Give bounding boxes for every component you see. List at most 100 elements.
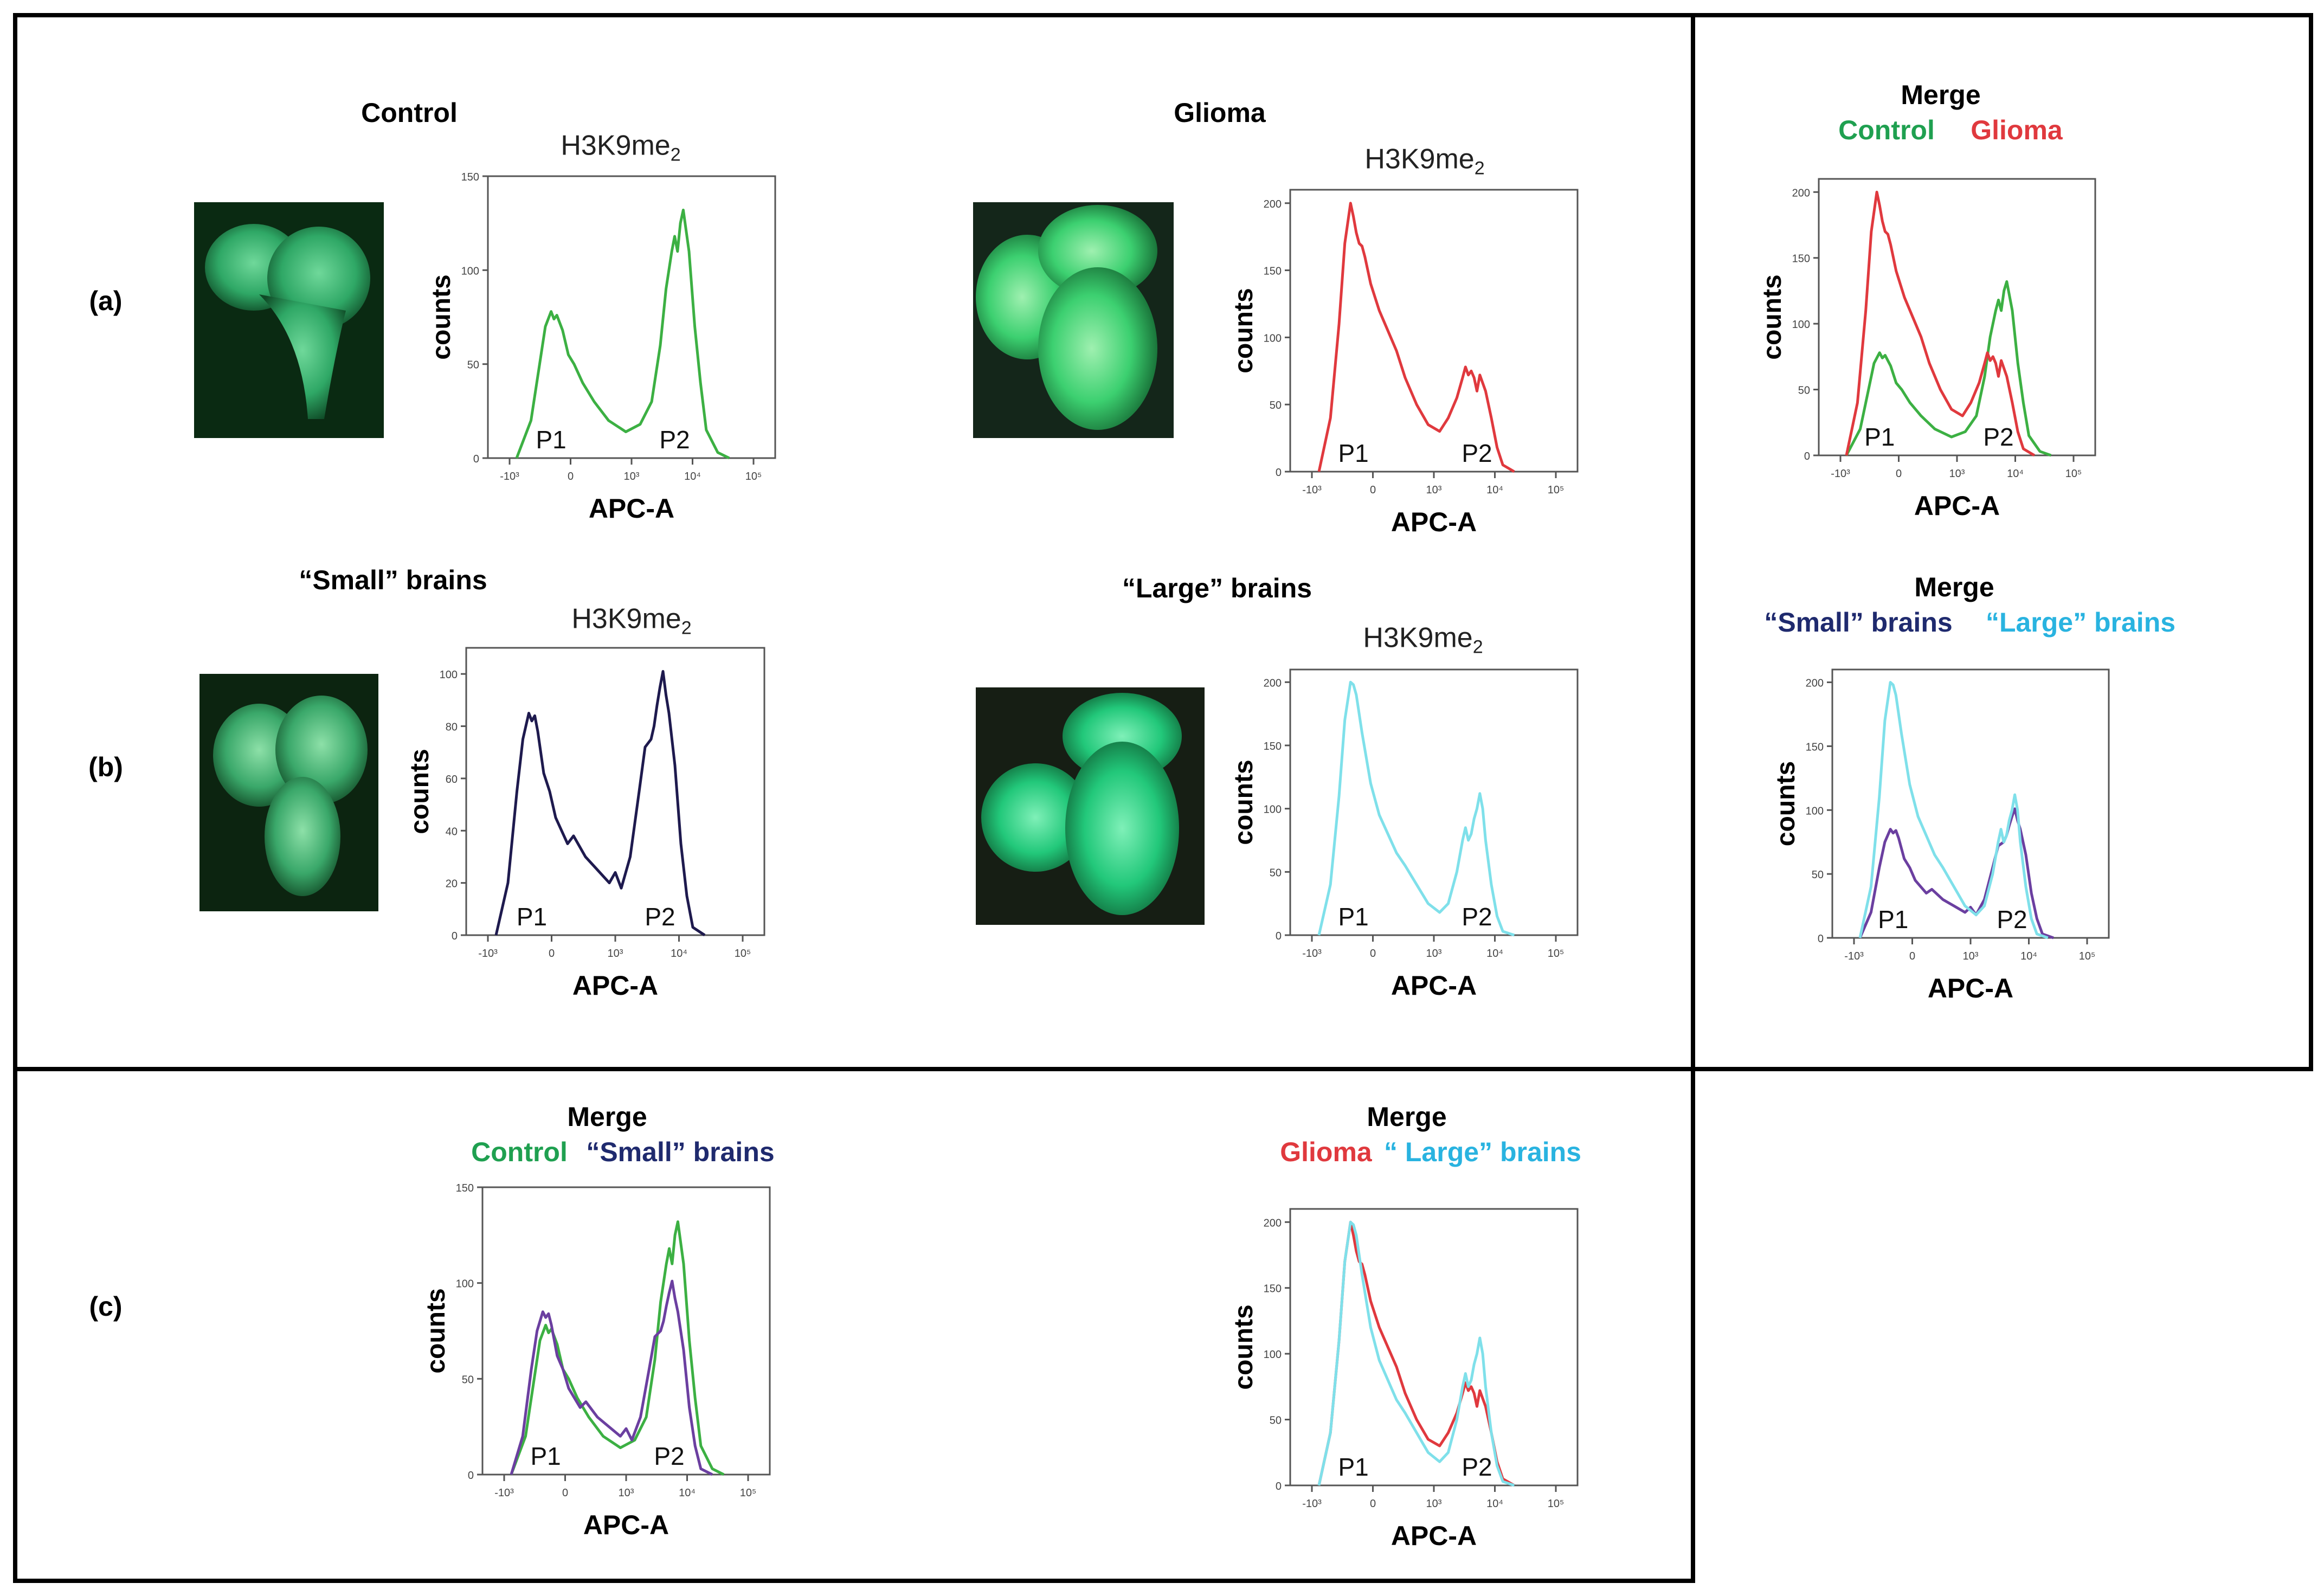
x-tick-label: -10³ — [494, 1487, 514, 1499]
x-tick-label: 10⁴ — [1486, 484, 1503, 496]
label-large-brains: “Large” brains — [1122, 573, 1312, 603]
x-tick-label: 0 — [1370, 1498, 1376, 1510]
merge-title-c1: Merge — [567, 1102, 647, 1132]
y-tick-label: 100 — [1264, 804, 1282, 816]
x-axis-label: APC-A — [1391, 1521, 1477, 1551]
legend-b-large: “Large” brains — [1985, 607, 2176, 638]
panel-title-sub: 2 — [1474, 158, 1485, 179]
x-tick-label: 10⁵ — [1548, 484, 1565, 496]
y-tick-label: 100 — [1806, 805, 1824, 817]
y-tick-label: 0 — [1818, 933, 1824, 945]
y-tick-label: 50 — [467, 359, 479, 371]
y-tick-label: 150 — [1792, 253, 1810, 265]
y-tick-label: 200 — [1792, 187, 1810, 199]
series-line-large — [1317, 680, 1515, 937]
x-tick-label: 10⁴ — [2007, 468, 2024, 480]
series-line-glioma — [1845, 190, 2036, 457]
y-axis-label: counts — [422, 1288, 450, 1373]
x-tick-label: 0 — [562, 1487, 568, 1499]
legend-a-glioma: Glioma — [1971, 115, 2063, 145]
x-tick-label: 10⁵ — [1548, 948, 1565, 960]
panel-title-text: H3K9me — [571, 603, 681, 635]
y-tick-label: 50 — [462, 1374, 474, 1386]
peak-label: P2 — [1462, 1453, 1492, 1481]
y-tick-label: 0 — [1276, 930, 1282, 942]
x-tick-label: 10⁴ — [1486, 1498, 1503, 1510]
series-line-large — [1858, 681, 2049, 939]
merge-title-a: Merge — [1901, 80, 1981, 110]
x-tick-label: 10³ — [1426, 1498, 1442, 1510]
series-line-glioma — [1317, 1220, 1515, 1487]
y-tick-label: 200 — [1264, 1217, 1282, 1229]
x-tick-label: 0 — [1896, 468, 1902, 480]
label-glioma: Glioma — [1174, 98, 1266, 128]
peak-label: P2 — [654, 1442, 684, 1470]
panel-title-text: H3K9me — [1363, 622, 1473, 654]
panel-title-sub: 2 — [1472, 636, 1483, 658]
peak-label: P1 — [1878, 905, 1908, 934]
y-tick-label: 100 — [440, 669, 458, 681]
x-tick-label: 0 — [568, 471, 574, 482]
x-axis-label: APC-A — [572, 970, 658, 1001]
x-tick-label: -10³ — [478, 948, 498, 960]
panel-title-glioma: H3K9me2 — [1364, 143, 1484, 179]
x-tick-label: -10³ — [1302, 1498, 1322, 1510]
y-tick-label: 0 — [468, 1470, 474, 1482]
y-tick-label: 50 — [1270, 400, 1282, 411]
panel-title-small: H3K9me2 — [571, 602, 691, 639]
panel-title-text: H3K9me — [1364, 143, 1475, 175]
y-tick-label: 150 — [461, 171, 479, 183]
x-axis-label: APC-A — [1928, 973, 2013, 1003]
merge-title-b: Merge — [1914, 572, 1994, 602]
chart-b-merge: 0 50 100 150 200 -10³ 0 10³ 10⁴ 10⁵ P1 P2 APC-A count… — [1772, 668, 2110, 1003]
peak-label: P1 — [536, 426, 566, 454]
x-axis-label: APC-A — [589, 493, 674, 524]
x-tick-label: 10⁴ — [2020, 950, 2037, 962]
chart-b-small: 0 20 40 60 80 100 -10³ 0 10³ 10⁴ 10⁵ P1 P2 APC-A count… — [405, 647, 765, 1001]
legend-c2-large: “ Large” brains — [1384, 1137, 1581, 1167]
x-tick-label: 10⁵ — [745, 471, 762, 482]
legend-a-control: Control — [1838, 115, 1935, 145]
legend-c1-small: “Small” brains — [586, 1137, 775, 1167]
peak-label: P1 — [530, 1442, 561, 1470]
y-tick-label: 0 — [1804, 451, 1810, 462]
series-line-control — [515, 208, 730, 460]
peak-label: P1 — [1338, 439, 1368, 467]
frame-row-c — [13, 1067, 1695, 1583]
x-axis-label: APC-A — [583, 1510, 669, 1540]
y-tick-label: 100 — [1264, 1349, 1282, 1361]
label-control: Control — [361, 98, 458, 128]
peak-label: P1 — [517, 903, 547, 931]
panel-title-text: H3K9me — [561, 130, 671, 162]
chart-c-merge1: 0 50 100 150 -10³ 0 10³ 10⁴ 10⁵ P1 P2 APC-A counts — [422, 1182, 771, 1540]
frame-merge-ab — [1691, 13, 2313, 1071]
y-tick-label: 100 — [461, 265, 479, 277]
series-line-small — [494, 670, 706, 937]
brain-image-control — [194, 202, 384, 438]
brain-image-large — [976, 687, 1205, 925]
x-tick-label: 10³ — [1949, 468, 1965, 480]
x-tick-label: 10⁵ — [2065, 468, 2082, 480]
chart-b-large: 0 50 100 150 200 -10³ 0 10³ 10⁴ 10⁵ P1 P2 APC-A count… — [1229, 668, 1579, 1001]
panel-title-large: H3K9me2 — [1363, 621, 1483, 658]
panel-title-control: H3K9me2 — [561, 129, 680, 165]
y-tick-label: 100 — [456, 1278, 474, 1290]
series-line-control — [510, 1220, 725, 1476]
legend-c2-glioma: Glioma — [1280, 1137, 1372, 1167]
x-tick-label: 10³ — [1426, 484, 1442, 496]
series-line-small_merge — [510, 1279, 713, 1476]
y-tick-label: 0 — [452, 930, 458, 942]
x-tick-label: 10⁴ — [684, 471, 701, 482]
y-tick-label: 50 — [1270, 867, 1282, 879]
y-tick-label: 50 — [1270, 1415, 1282, 1427]
x-tick-label: 10⁵ — [1548, 1498, 1565, 1510]
y-tick-label: 200 — [1264, 677, 1282, 689]
label-small-brains: “Small” brains — [299, 565, 487, 595]
chart-a-merge: 0 50 100 150 200 -10³ 0 10³ 10⁴ 10⁵ P1 P2 APC-A count… — [1758, 178, 2096, 521]
row-label-c: (c) — [89, 1291, 123, 1322]
x-tick-label: -10³ — [1302, 484, 1322, 496]
y-tick-label: 150 — [1264, 741, 1282, 752]
x-tick-label: 0 — [1370, 484, 1376, 496]
peak-label: P2 — [1983, 423, 2013, 451]
